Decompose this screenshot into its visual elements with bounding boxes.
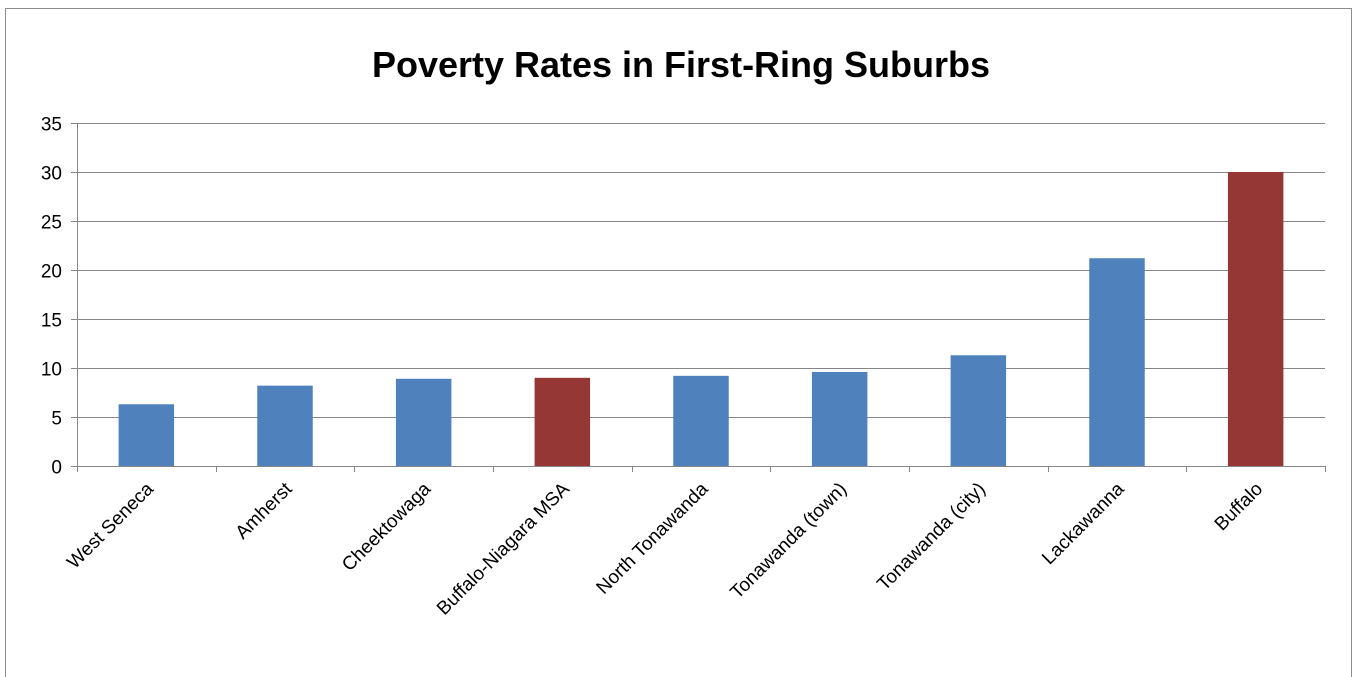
y-tick-label: 20: [41, 262, 62, 283]
x-category-label: Buffalo: [1211, 479, 1267, 535]
x-category-label: Tonawanda (city): [873, 479, 989, 595]
x-category-label: Amherst: [232, 478, 297, 543]
y-tick-label: 0: [51, 458, 62, 479]
chart-title: Poverty Rates in First-Ring Suburbs: [372, 44, 990, 85]
bar: [1089, 258, 1144, 466]
x-category-label: Buffalo-Niagara MSA: [433, 478, 574, 619]
y-tick-label: 10: [41, 360, 62, 381]
y-tick-label: 5: [51, 409, 62, 430]
x-category-label: Tonawanda (town): [727, 479, 852, 604]
x-category-label: West Seneca: [63, 478, 158, 573]
y-tick-label: 15: [41, 311, 62, 332]
y-tick-label: 35: [41, 115, 62, 136]
y-tick-label: 25: [41, 213, 62, 234]
bar: [535, 378, 590, 466]
bar: [673, 376, 728, 466]
bar: [951, 355, 1006, 466]
x-category-label: Lackawanna: [1038, 478, 1129, 569]
x-axis-category-labels: West Seneca Amherst CheektowagaBuffalo-Nia…: [63, 478, 1267, 619]
bar: [1228, 172, 1283, 466]
y-axis-tick-labels: 0 5 10 15 20 25 30 35: [41, 115, 62, 479]
bar: [257, 386, 312, 466]
bar: [396, 379, 451, 466]
bar: [812, 372, 867, 466]
x-category-label: North Tonawanda: [593, 478, 713, 598]
bar: [119, 404, 174, 466]
x-category-label: Cheektowaga: [338, 478, 435, 575]
y-tick-label: 30: [41, 164, 62, 185]
